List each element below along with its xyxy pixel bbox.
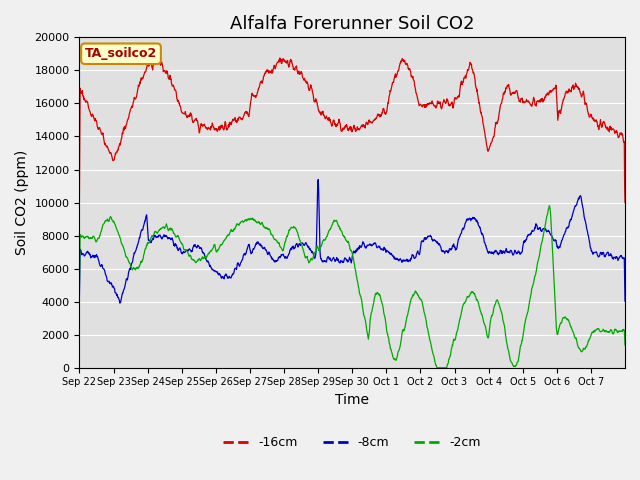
- -2cm: [621, 342, 629, 348]
- -8cm: [116, 300, 124, 306]
- -16cm: [561, 93, 569, 99]
- Legend: -16cm, -8cm, -2cm: -16cm, -8cm, -2cm: [218, 431, 486, 454]
- -2cm: [161, 226, 168, 231]
- -16cm: [621, 200, 629, 205]
- -2cm: [338, 228, 346, 234]
- -8cm: [481, 241, 489, 247]
- -16cm: [338, 127, 346, 133]
- -16cm: [161, 68, 169, 73]
- -2cm: [433, 365, 441, 371]
- -16cm: [614, 135, 622, 141]
- Title: Alfalfa Forerunner Soil CO2: Alfalfa Forerunner Soil CO2: [230, 15, 474, 33]
- Line: -16cm: -16cm: [79, 57, 625, 203]
- -16cm: [481, 131, 489, 136]
- -8cm: [76, 294, 83, 300]
- -2cm: [545, 203, 553, 209]
- -8cm: [161, 233, 169, 239]
- -2cm: [615, 328, 623, 334]
- -2cm: [561, 314, 569, 320]
- -8cm: [328, 257, 336, 263]
- -8cm: [621, 298, 629, 304]
- Y-axis label: Soil CO2 (ppm): Soil CO2 (ppm): [15, 150, 29, 255]
- -2cm: [481, 323, 489, 328]
- -2cm: [328, 224, 335, 229]
- -16cm: [76, 196, 83, 202]
- Line: -2cm: -2cm: [79, 206, 625, 368]
- -16cm: [154, 54, 161, 60]
- X-axis label: Time: Time: [335, 393, 369, 407]
- -8cm: [314, 177, 322, 182]
- -16cm: [328, 123, 335, 129]
- -8cm: [615, 256, 623, 262]
- Line: -8cm: -8cm: [79, 180, 625, 303]
- -8cm: [339, 260, 346, 265]
- Text: TA_soilco2: TA_soilco2: [85, 47, 157, 60]
- -2cm: [76, 285, 83, 290]
- -8cm: [561, 229, 569, 235]
